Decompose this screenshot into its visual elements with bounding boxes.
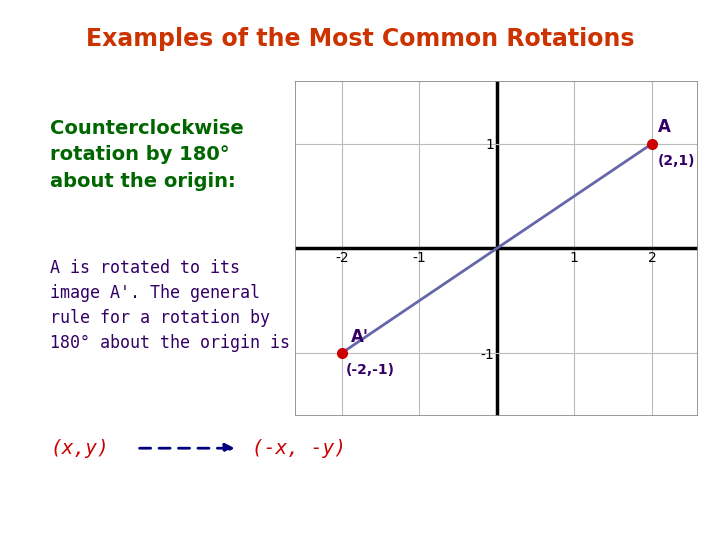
Text: A': A' [351,328,369,346]
Text: Counterclockwise
rotation by 180°
about the origin:: Counterclockwise rotation by 180° about … [50,119,244,191]
Text: A: A [658,118,671,137]
Text: (-x, -y): (-x, -y) [252,438,346,458]
Text: (2,1): (2,1) [658,154,696,168]
Text: A is rotated to its
image A'. The general
rule for a rotation by
180° about the : A is rotated to its image A'. The genera… [50,259,290,352]
Text: (x,y): (x,y) [50,438,109,458]
Text: (-2,-1): (-2,-1) [346,363,395,377]
Text: Examples of the Most Common Rotations: Examples of the Most Common Rotations [86,27,634,51]
